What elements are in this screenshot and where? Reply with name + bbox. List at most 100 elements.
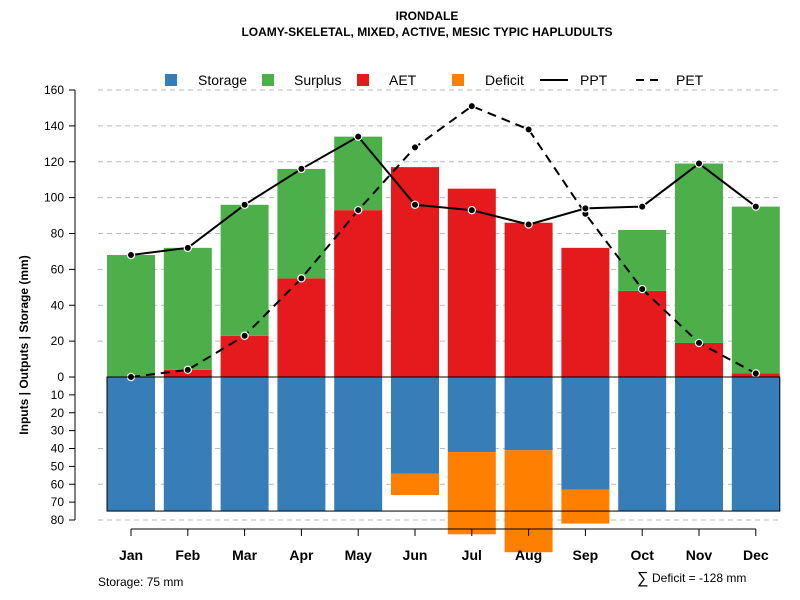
x-tick-label: Sep — [573, 547, 599, 563]
x-tick-label: Oct — [631, 547, 655, 563]
legend-deficit-label: Deficit — [485, 72, 524, 88]
ppt-point — [751, 202, 761, 211]
storage-bar — [731, 377, 780, 512]
surplus-bar — [277, 168, 326, 279]
x-tick-label: Nov — [686, 547, 713, 563]
pet-point — [297, 274, 306, 283]
x-tick-label: Dec — [743, 547, 769, 563]
aet-bar — [675, 342, 723, 377]
x-tick-label: Jan — [119, 547, 143, 563]
y-tick-label: 20 — [51, 334, 65, 348]
ppt-point — [410, 200, 420, 209]
legend-surplus-label: Surplus — [294, 72, 341, 88]
storage-footnote: Storage: 75 mm — [98, 575, 183, 589]
legend-aet-swatch — [357, 74, 369, 86]
storage-bar — [504, 377, 553, 451]
y-tick-label: 40 — [51, 298, 65, 312]
x-tick-label: Jun — [403, 547, 428, 563]
y-tick-label: 140 — [44, 119, 64, 133]
aet-bar — [334, 210, 383, 377]
aet-bar — [220, 335, 269, 377]
y-tick-label: 80 — [51, 227, 65, 241]
aet-bar — [504, 222, 553, 377]
x-tick-label: Feb — [175, 547, 200, 563]
storage-bar — [220, 377, 269, 512]
surplus-bar — [163, 247, 212, 370]
chart-subtitle: LOAMY-SKELETAL, MIXED, ACTIVE, MESIC TYP… — [241, 25, 612, 39]
pet-point — [694, 338, 704, 348]
x-tick-label: Aug — [515, 547, 542, 563]
y-tick-label: 30 — [51, 424, 65, 438]
legend-ppt-label: PPT — [580, 72, 608, 88]
y-tick-label: 40 — [51, 442, 65, 456]
ppt-point — [126, 250, 136, 260]
y-tick-label: 120 — [44, 155, 64, 169]
deficit-bar — [561, 489, 610, 524]
storage-bar — [618, 377, 667, 512]
sum-symbol: ∑ — [637, 570, 648, 587]
deficit-footnote: Deficit = -128 mm — [652, 571, 746, 585]
x-tick-label: Apr — [289, 547, 314, 563]
ppt-point — [581, 204, 590, 213]
legend-storage-label: Storage — [198, 72, 247, 88]
surplus-bar — [731, 206, 780, 374]
legend-surplus-swatch — [262, 74, 274, 86]
ppt-point — [183, 243, 192, 253]
x-tick-label: May — [345, 547, 372, 563]
ppt-point — [297, 164, 306, 174]
ppt-line — [130, 135, 757, 257]
ppt-point — [467, 205, 476, 215]
pet-point — [410, 143, 420, 152]
x-tick-label: Mar — [232, 547, 257, 563]
pet-point — [638, 284, 647, 294]
deficit-bar — [504, 450, 553, 553]
storage-bar — [334, 377, 383, 512]
legend-deficit-swatch — [452, 74, 464, 86]
storage-bar — [561, 377, 610, 490]
aet-bar — [561, 247, 610, 377]
chart-title: IRONDALE — [396, 9, 459, 23]
y-tick-label: 160 — [44, 83, 64, 97]
x-tick-label: Jul — [462, 547, 482, 563]
y-axis-label: Inputs | Outputs | Storage (mm) — [17, 255, 31, 434]
ppt-point — [240, 200, 249, 209]
y-tick-label: 100 — [44, 191, 64, 205]
legend-pet-label: PET — [676, 72, 704, 88]
deficit-bar — [447, 452, 496, 535]
pet-point — [524, 125, 533, 134]
storage-bar — [391, 377, 439, 474]
y-tick-label: 20 — [51, 406, 65, 420]
ppt-point — [524, 220, 533, 229]
aet-bar — [277, 278, 326, 377]
storage-bar — [107, 377, 155, 512]
y-tick-label: 60 — [51, 477, 65, 491]
storage-bar — [675, 377, 723, 512]
pet-point — [240, 331, 249, 340]
deficit-bar — [391, 473, 439, 495]
surplus-bar — [618, 229, 667, 291]
legend-storage-swatch — [165, 74, 177, 86]
y-tick-label: 80 — [51, 513, 65, 527]
pet-point — [751, 369, 761, 378]
ppt-point — [638, 202, 647, 211]
legend-aet-label: AET — [389, 72, 417, 88]
ppt-point — [694, 159, 704, 168]
pet-line — [130, 105, 757, 378]
storage-bar — [163, 377, 212, 512]
surplus-bar — [220, 204, 269, 336]
surplus-bar — [334, 136, 383, 211]
y-tick-label: 10 — [51, 388, 65, 402]
surplus-bar — [107, 255, 155, 377]
y-tick-label: 50 — [51, 459, 65, 473]
pet-point — [183, 365, 192, 375]
ppt-point — [354, 132, 363, 141]
surplus-bar — [675, 163, 723, 343]
storage-bar — [447, 377, 496, 453]
y-tick-label: 0 — [57, 370, 64, 384]
y-tick-label: 70 — [51, 495, 65, 509]
y-tick-label: 60 — [51, 262, 65, 276]
pet-point — [354, 205, 363, 215]
pet-point — [467, 101, 476, 111]
aet-bar — [391, 167, 439, 377]
